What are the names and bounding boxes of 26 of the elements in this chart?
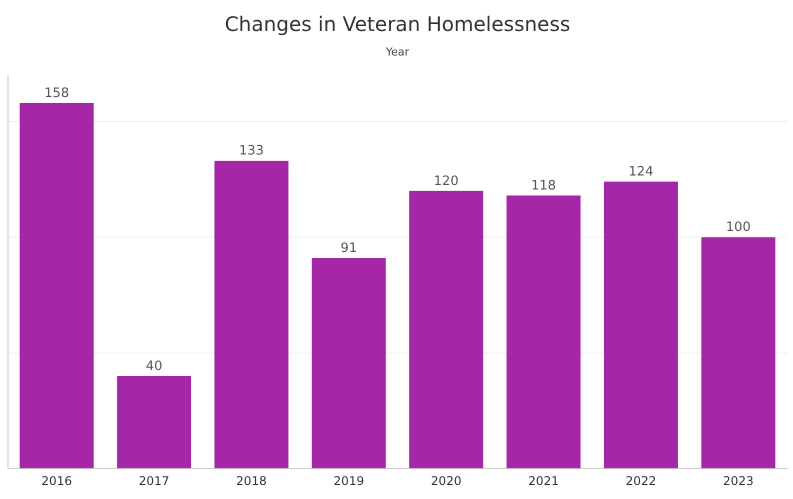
bar (20, 102, 94, 468)
bar (506, 196, 581, 468)
bar (701, 237, 776, 468)
bar (604, 182, 678, 468)
data-label: 100 (726, 220, 751, 236)
x-tick-label: 2017 (138, 474, 170, 488)
data-label: 124 (628, 164, 654, 180)
chart-title: Changes in Veteran Homelessness (224, 12, 570, 36)
data-label: 133 (239, 144, 264, 159)
x-tick-label: 2018 (236, 474, 267, 488)
x-tick-label: 2023 (723, 474, 754, 488)
data-label: 120 (434, 174, 459, 189)
bar (409, 190, 484, 468)
data-label: 91 (340, 240, 358, 256)
x-tick-label: 2019 (334, 474, 364, 488)
bar (117, 376, 192, 468)
x-tick-label: 2021 (528, 474, 559, 488)
bar (312, 258, 386, 468)
data-label: 118 (531, 178, 556, 194)
x-axis-title: Year (384, 45, 410, 58)
data-label: 40 (146, 358, 162, 374)
x-tick-label: 2020 (430, 474, 462, 488)
bar (214, 160, 288, 468)
data-label: 158 (44, 86, 70, 101)
x-tick-label: 2016 (41, 474, 72, 488)
x-tick-label: 2022 (626, 474, 656, 488)
